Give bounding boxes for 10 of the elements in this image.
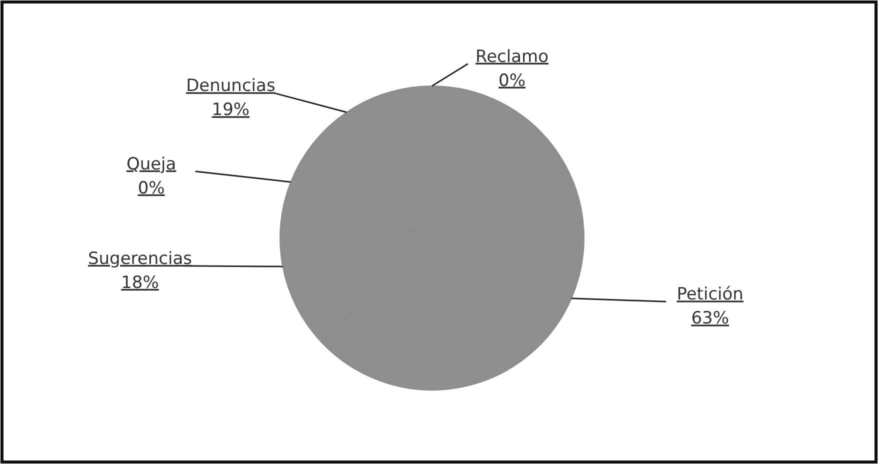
category-label: Reclamo [476,46,548,67]
data-label: 19% [212,100,250,120]
slice-label: Petición [676,284,744,305]
slice-label: Denuncias [186,76,276,96]
data-label: 18% [121,272,159,293]
data-label: 63% [691,308,729,329]
category-label: Queja [126,154,176,174]
text: 0% [498,70,526,91]
text: 0% [138,178,165,198]
slice-label: Sugerencias [88,248,192,269]
